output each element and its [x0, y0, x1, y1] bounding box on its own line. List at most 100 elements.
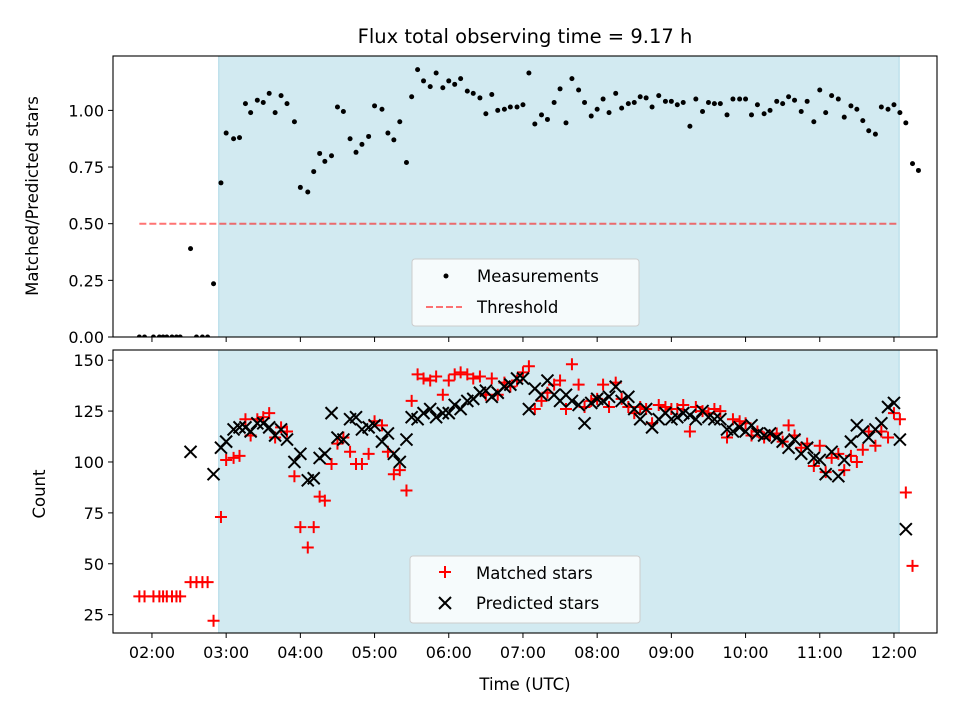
measurement-point	[674, 102, 680, 108]
predicted-star-point	[485, 390, 499, 404]
matched-star-point	[375, 419, 388, 432]
measurement-point	[613, 90, 619, 96]
measurement-point	[193, 334, 199, 337]
predicted-star-point	[639, 402, 653, 416]
measurement-point	[322, 158, 328, 164]
measurement-point	[724, 112, 730, 118]
matched-star-point	[603, 401, 616, 414]
measurement-point	[254, 97, 260, 103]
legend-measurement-marker	[443, 273, 449, 279]
predicted-star-point	[670, 410, 685, 424]
matched-star-point	[344, 445, 357, 458]
measurement-point	[866, 128, 872, 134]
matched-star-point	[239, 413, 252, 426]
matched-star-point	[400, 484, 413, 497]
measurement-point	[483, 111, 489, 117]
matched-star-point	[652, 398, 665, 411]
predicted-star-point	[881, 400, 895, 414]
measurement-point	[329, 153, 335, 159]
measurement-point	[397, 119, 403, 125]
measurement-point	[470, 90, 476, 96]
matched-star-point	[597, 378, 610, 391]
predicted-star-point	[206, 467, 221, 481]
predicted-star-point	[393, 455, 407, 469]
bottom-panel-count-plot: 25 50 75 100 125 150 02:00 03:00 04:00 05:00 06:00…	[73, 349, 938, 662]
predicted-star-point	[837, 453, 851, 467]
predicted-star-point	[645, 420, 659, 435]
matched-star-point	[207, 614, 220, 627]
matched-star-point	[485, 372, 498, 385]
x-tick-label: 08:00	[574, 643, 620, 662]
matched-star-point	[819, 466, 832, 479]
measurement-point	[544, 116, 550, 122]
legend-matched-marker	[439, 566, 451, 578]
matched-star-point	[325, 458, 338, 471]
measurement-point	[403, 160, 409, 166]
measurement-point	[427, 84, 433, 90]
matched-star-point	[263, 407, 276, 420]
measurement-point	[680, 99, 686, 105]
predicted-star-point	[307, 471, 321, 485]
measurement-point	[915, 167, 921, 173]
top-y-tick-label: 1.00	[68, 101, 104, 120]
measurement-point	[142, 334, 148, 337]
predicted-star-point	[584, 396, 598, 410]
measurement-point	[409, 94, 415, 100]
predicted-star-point	[256, 416, 270, 431]
matched-star-point	[436, 388, 449, 401]
measurement-point	[242, 101, 248, 107]
predicted-star-point	[399, 432, 414, 447]
measurement-point	[260, 99, 266, 105]
measurement-point	[501, 106, 507, 112]
measurement-point	[637, 94, 643, 100]
predicted-star-point	[781, 441, 796, 455]
measurement-point	[903, 120, 909, 126]
measurement-point	[372, 103, 378, 109]
matched-star-point	[721, 431, 734, 444]
measurement-point	[340, 109, 346, 115]
measurement-point	[218, 180, 224, 186]
matched-star-point	[899, 486, 912, 499]
predicted-star-point	[824, 445, 839, 459]
top-y-tick-label: 0.75	[68, 158, 104, 177]
measurement-point	[687, 123, 693, 129]
matched-star-point	[504, 380, 517, 393]
matched-star-point	[301, 541, 314, 554]
top-y-axis-label: Matched/Predicted stars	[23, 96, 42, 296]
predicted-star-point	[596, 394, 610, 408]
matched-star-point	[554, 374, 567, 387]
matched-star-point	[201, 576, 214, 589]
matched-star-point	[535, 394, 548, 407]
measurement-point	[353, 149, 359, 155]
measurement-point	[173, 334, 179, 337]
measurement-point	[440, 85, 446, 91]
predicted-star-point	[621, 390, 636, 404]
measurement-point	[278, 93, 284, 99]
measurement-point	[804, 98, 810, 104]
matched-star-point	[473, 370, 486, 383]
measurement-point	[205, 334, 211, 337]
measurement-point	[649, 104, 655, 110]
predicted-star-point	[726, 424, 740, 439]
measurement-point	[737, 96, 743, 102]
predicted-star-point	[862, 430, 876, 445]
predicted-star-point	[874, 416, 889, 431]
x-tick-label: 11:00	[797, 643, 843, 662]
predicted-star-point	[689, 412, 703, 426]
measurement-point	[860, 118, 866, 124]
measurement-point	[359, 141, 365, 147]
measurement-point	[656, 93, 662, 99]
matched-star-point	[813, 439, 826, 452]
predicted-star-point	[381, 426, 395, 441]
x-axis-label: Time (UTC)	[478, 675, 570, 694]
matched-star-point	[838, 464, 851, 477]
predicted-star-point	[232, 420, 247, 435]
measurement-point	[854, 106, 860, 112]
measurement-point	[231, 136, 237, 142]
measurement-point	[767, 107, 773, 113]
measurement-point	[136, 334, 142, 337]
measurement-point	[291, 119, 297, 125]
measurement-point	[897, 110, 903, 116]
measurement-point	[507, 104, 513, 110]
